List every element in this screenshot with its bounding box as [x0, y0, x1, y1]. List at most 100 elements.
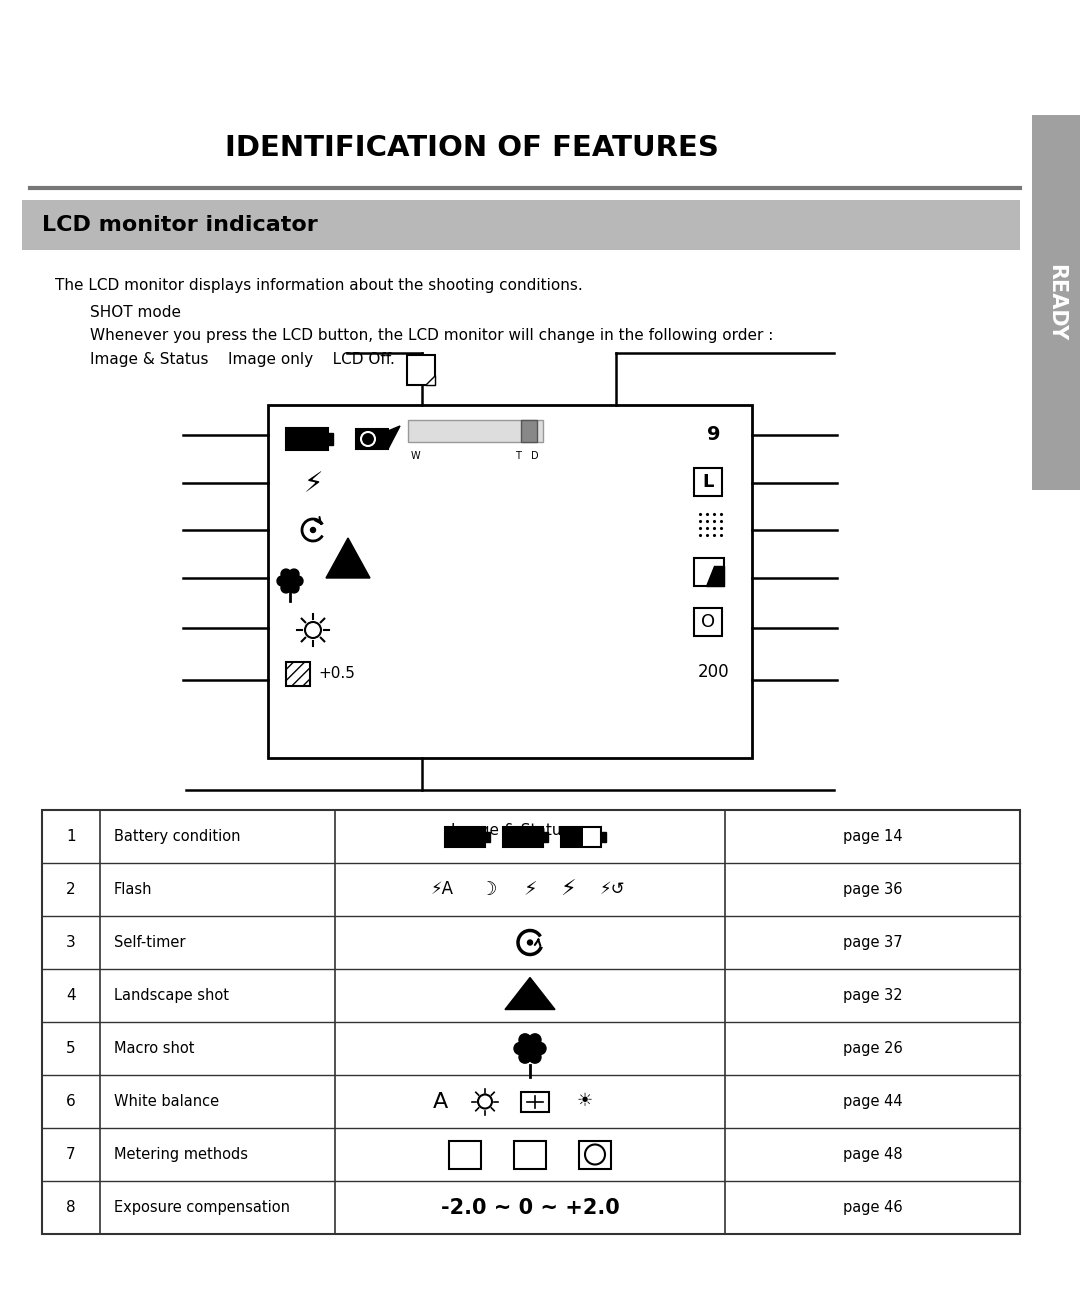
Text: IDENTIFICATION OF FEATURES: IDENTIFICATION OF FEATURES — [225, 133, 719, 162]
Bar — [1032, 115, 1080, 490]
Bar — [286, 662, 310, 686]
Text: page 36: page 36 — [842, 882, 902, 897]
Text: L: L — [702, 473, 714, 491]
Circle shape — [289, 569, 299, 579]
Text: The LCD monitor displays information about the shooting conditions.: The LCD monitor displays information abo… — [55, 278, 583, 293]
Text: Flash: Flash — [114, 882, 152, 897]
Text: ⚡A: ⚡A — [431, 881, 454, 899]
Circle shape — [276, 576, 287, 587]
Bar — [543, 831, 548, 842]
Text: Battery condition: Battery condition — [114, 829, 241, 844]
Bar — [521, 1092, 549, 1111]
Text: Landscape shot: Landscape shot — [114, 988, 229, 1004]
Circle shape — [281, 569, 291, 579]
Text: READY: READY — [1047, 264, 1066, 341]
Bar — [407, 355, 435, 385]
Bar — [328, 433, 333, 445]
Text: A: A — [432, 1092, 447, 1111]
Text: Metering methods: Metering methods — [114, 1147, 248, 1162]
Bar — [503, 826, 543, 847]
Text: W: W — [410, 451, 420, 461]
Text: Whenever you press the LCD button, the LCD monitor will change in the following : Whenever you press the LCD button, the L… — [90, 328, 773, 343]
Text: page 32: page 32 — [842, 988, 902, 1004]
Text: page 46: page 46 — [842, 1200, 902, 1215]
Text: +0.5: +0.5 — [318, 667, 355, 681]
Bar — [286, 429, 328, 449]
Bar — [485, 831, 490, 842]
Bar — [694, 467, 723, 496]
Bar — [503, 826, 543, 847]
Polygon shape — [426, 376, 435, 385]
Bar — [579, 1141, 611, 1168]
Text: ⚡: ⚡ — [561, 879, 576, 900]
Bar — [694, 607, 723, 636]
Text: ⚡↺: ⚡↺ — [599, 881, 624, 899]
Text: ⚡: ⚡ — [523, 881, 537, 899]
Text: ☽: ☽ — [480, 881, 497, 899]
Polygon shape — [706, 566, 724, 587]
Text: T: T — [515, 451, 521, 461]
Bar — [449, 1141, 481, 1168]
Text: 3: 3 — [66, 935, 76, 951]
Circle shape — [311, 527, 315, 532]
Text: page 44: page 44 — [842, 1094, 902, 1109]
Circle shape — [529, 1033, 541, 1046]
Bar — [22, 199, 1020, 250]
Circle shape — [525, 1044, 535, 1054]
Circle shape — [281, 583, 291, 593]
Text: D: D — [531, 451, 539, 461]
Text: SHOT mode: SHOT mode — [90, 306, 181, 320]
Text: Self-timer: Self-timer — [114, 935, 186, 951]
Circle shape — [478, 1094, 492, 1109]
Bar — [561, 826, 583, 847]
Text: 2: 2 — [66, 882, 76, 897]
Polygon shape — [388, 426, 400, 449]
Text: page 14: page 14 — [842, 829, 902, 844]
Circle shape — [289, 583, 299, 593]
Circle shape — [519, 1033, 531, 1046]
Circle shape — [361, 433, 375, 445]
Bar — [408, 420, 543, 442]
Text: page 48: page 48 — [842, 1147, 902, 1162]
Circle shape — [514, 1042, 526, 1054]
Text: 6: 6 — [66, 1094, 76, 1109]
Text: -2.0 ~ 0 ~ +2.0: -2.0 ~ 0 ~ +2.0 — [441, 1198, 619, 1217]
Text: Exposure compensation: Exposure compensation — [114, 1200, 291, 1215]
Text: 200: 200 — [698, 663, 730, 681]
Text: page 37: page 37 — [842, 935, 902, 951]
Bar — [694, 558, 724, 587]
Text: White balance: White balance — [114, 1094, 219, 1109]
Text: LCD monitor indicator: LCD monitor indicator — [42, 215, 318, 234]
Text: page 26: page 26 — [842, 1041, 903, 1055]
Text: 7: 7 — [66, 1147, 76, 1162]
Bar — [445, 826, 485, 847]
Circle shape — [534, 1042, 546, 1054]
Bar — [356, 429, 388, 449]
Text: 8: 8 — [66, 1200, 76, 1215]
Bar — [445, 826, 485, 847]
Text: O: O — [701, 613, 715, 631]
Bar — [514, 1141, 546, 1168]
Text: Image & Status    Image only    LCD Off.: Image & Status Image only LCD Off. — [90, 352, 395, 366]
Polygon shape — [326, 537, 370, 578]
Text: Image & Status: Image & Status — [450, 822, 569, 838]
Circle shape — [519, 1052, 531, 1063]
Bar — [286, 429, 328, 449]
Bar — [514, 1141, 546, 1168]
Bar — [42, 809, 1020, 1234]
Bar — [521, 420, 537, 442]
Bar — [561, 826, 600, 847]
Circle shape — [529, 1052, 541, 1063]
Text: 4: 4 — [66, 988, 76, 1004]
Bar — [449, 1141, 481, 1168]
Circle shape — [305, 622, 321, 638]
Text: 5: 5 — [66, 1041, 76, 1055]
Polygon shape — [505, 978, 555, 1010]
Text: ⚡: ⚡ — [303, 470, 323, 499]
Bar — [268, 405, 752, 758]
Circle shape — [527, 940, 532, 945]
Text: 1: 1 — [66, 829, 76, 844]
Bar — [600, 831, 606, 842]
Text: Macro shot: Macro shot — [114, 1041, 194, 1055]
Circle shape — [293, 576, 303, 587]
